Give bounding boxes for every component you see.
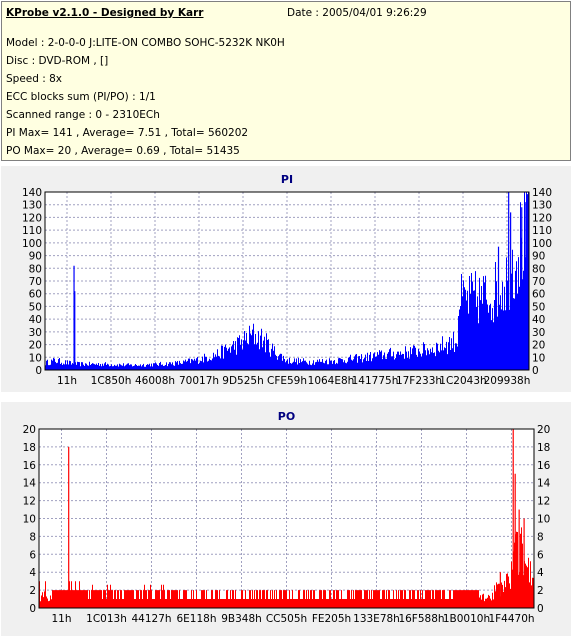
po-ytick-left: 6	[29, 549, 36, 561]
pi-xtick-label: 1064E8h	[308, 375, 355, 387]
po-xtick-label: 11h	[51, 613, 71, 625]
pi-xtick-label: CFE59h	[267, 375, 307, 387]
info-panel: KProbe v2.1.0 - Designed by Karr Date : …	[1, 1, 571, 161]
pi-ytick-left: 110	[22, 225, 42, 237]
pi-xtick-label: 9D525h	[222, 375, 263, 387]
pi-xtick-label: 46008h	[135, 375, 175, 387]
po-chart: PO 0 0 2 2 4 4 6 6 8 8 10 10 12 12 14 14 16 16 18 18 20 20 11h 1…	[23, 410, 551, 625]
po-xtick-label: 44127h	[131, 613, 171, 625]
po-ytick-right: 12	[537, 496, 550, 508]
pi-ytick-right: 80	[532, 263, 545, 275]
po-ytick-right: 10	[537, 514, 550, 526]
po-xtick-label: 16F588h	[398, 613, 444, 625]
po-xtick-label: 1F4470h	[488, 613, 534, 625]
pi-ytick-right: 100	[532, 238, 552, 250]
pi-ytick-right: 140	[532, 187, 552, 199]
po-xtick-label: CC505h	[266, 613, 307, 625]
pi-xtick-label: 17F233h	[396, 375, 442, 387]
po-ytick-left: 0	[29, 603, 36, 615]
app-title: KProbe v2.1.0 - Designed by Karr	[6, 7, 204, 19]
pi-ytick-right: 30	[532, 327, 545, 339]
po-ytick-left: 4	[29, 567, 36, 579]
pi-chart-panel: PI 0 0 10 10 20 20 30 30 40 40 50 50 60 60 70 70 80 80 90 90…	[1, 166, 571, 392]
po-ytick-left: 14	[23, 478, 37, 490]
scan-speed: Speed : 8x	[6, 73, 63, 85]
pi-ytick-left: 20	[29, 340, 42, 352]
po-ytick-right: 18	[537, 442, 550, 454]
pi-ytick-right: 10	[532, 352, 545, 364]
po-ytick-right: 20	[537, 424, 550, 436]
po-ytick-right: 4	[537, 567, 544, 579]
pi-xtick-label: 11h	[57, 375, 77, 387]
po-xtick-label: 9B348h	[221, 613, 262, 625]
pi-xtick-label: 141775h	[352, 375, 399, 387]
po-ytick-left: 18	[23, 442, 36, 454]
po-ytick-right: 6	[537, 549, 544, 561]
po-series	[39, 429, 534, 608]
po-ytick-right: 14	[537, 478, 551, 490]
pi-ytick-left: 30	[29, 327, 42, 339]
pi-stats: PI Max= 141 , Average= 7.51 , Total= 560…	[6, 127, 249, 139]
pi-plot-border	[44, 191, 530, 371]
pi-ytick-left: 130	[22, 200, 42, 212]
po-ytick-left: 8	[29, 531, 36, 543]
po-xtick-label: 1C013h	[86, 613, 127, 625]
scan-date: Date : 2005/04/01 9:26:29	[287, 7, 427, 19]
po-chart-title: PO	[278, 410, 295, 423]
pi-ytick-right: 60	[532, 289, 545, 301]
po-xtick-label: 133E78h	[353, 613, 400, 625]
pi-ytick-right: 90	[532, 251, 545, 263]
pi-ytick-left: 80	[29, 263, 42, 275]
pi-ytick-right: 50	[532, 301, 545, 313]
pi-xtick-label: 1C2043h	[439, 375, 486, 387]
ecc-blocks: ECC blocks sum (PI/PO) : 1/1	[6, 91, 156, 103]
pi-ytick-left: 90	[29, 251, 42, 263]
pi-ytick-left: 50	[29, 301, 42, 313]
scanned-range: Scanned range : 0 - 2310ECh	[6, 109, 160, 121]
po-ytick-right: 8	[537, 531, 544, 543]
pi-ytick-left: 70	[29, 276, 42, 288]
po-xtick-label: FE205h	[312, 613, 351, 625]
pi-ytick-left: 100	[22, 238, 42, 250]
po-ytick-right: 2	[537, 585, 544, 597]
po-xtick-label: 6E118h	[176, 613, 216, 625]
po-ytick-left: 2	[29, 585, 36, 597]
pi-xtick-label: 209938h	[484, 375, 531, 387]
pi-ytick-left: 140	[22, 187, 42, 199]
pi-ytick-right: 70	[532, 276, 545, 288]
pi-xtick-label: 70017h	[179, 375, 219, 387]
pi-ytick-left: 0	[35, 365, 42, 377]
drive-model: Model : 2-0-0-0 J:LITE-ON COMBO SOHC-523…	[6, 37, 285, 49]
pi-ytick-left: 10	[29, 352, 42, 364]
po-ytick-left: 16	[23, 460, 37, 472]
disc-type: Disc : DVD-ROM , []	[6, 55, 109, 67]
po-ytick-left: 20	[23, 424, 36, 436]
po-ytick-right: 0	[537, 603, 544, 615]
pi-chart-title: PI	[281, 173, 293, 186]
pi-ytick-right: 20	[532, 340, 545, 352]
pi-ytick-left: 40	[29, 314, 42, 326]
po-plot-border	[38, 428, 535, 609]
po-chart-panel: PO 0 0 2 2 4 4 6 6 8 8 10 10 12 12 14 14 16 16 18 18 20 20 11h 1…	[1, 402, 571, 636]
pi-ytick-right: 130	[532, 200, 552, 212]
pi-ytick-left: 60	[29, 289, 42, 301]
pi-ytick-right: 110	[532, 225, 552, 237]
pi-ytick-right: 40	[532, 314, 545, 326]
pi-ytick-right: 0	[532, 365, 539, 377]
po-xtick-label: 1B0010h	[443, 613, 490, 625]
pi-xtick-label: 1C850h	[91, 375, 132, 387]
pi-ytick-left: 120	[22, 212, 42, 224]
po-ytick-left: 12	[23, 496, 36, 508]
po-ytick-left: 10	[23, 514, 36, 526]
po-ytick-right: 16	[537, 460, 551, 472]
pi-ytick-right: 120	[532, 212, 552, 224]
po-stats: PO Max= 20 , Average= 0.69 , Total= 5143…	[6, 145, 240, 157]
